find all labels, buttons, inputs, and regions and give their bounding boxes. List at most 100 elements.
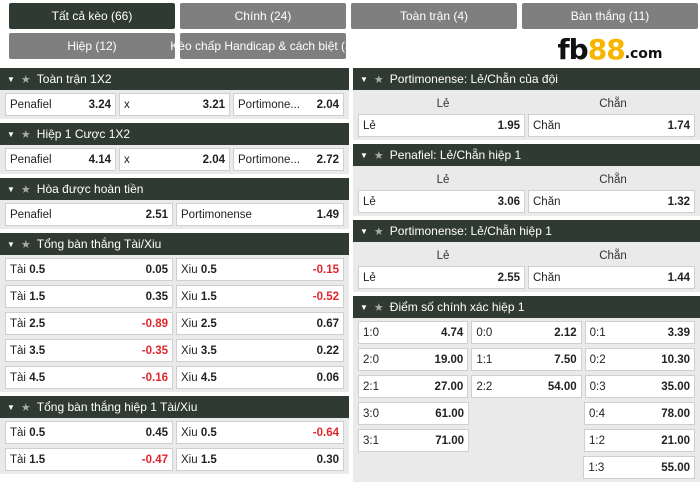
- odds-button[interactable]: 0:2 10.30: [584, 348, 695, 371]
- odds-row: Tài 2.5 -0.89 Xiu 2.5 0.67: [5, 312, 347, 335]
- odds-value: 78.00: [661, 407, 690, 420]
- odds-button[interactable]: 0:3 35.00: [584, 375, 695, 398]
- odds-button[interactable]: Chẵn 1.32: [528, 190, 695, 213]
- odds-button[interactable]: Xiu 1.5 0.30: [176, 448, 344, 471]
- outcome-label: 1:3: [588, 462, 604, 474]
- odds-button[interactable]: Penafiel 2.51: [5, 203, 173, 226]
- star-icon[interactable]: ★: [373, 73, 384, 86]
- outcome-label: 3:1: [363, 435, 379, 447]
- odds-button[interactable]: Lẻ 3.06: [358, 190, 525, 213]
- caret-down-icon: ▼: [360, 150, 368, 160]
- odds-button[interactable]: 1:2 21.00: [584, 429, 695, 452]
- odds-button[interactable]: Tài 0.5 0.45: [5, 421, 173, 444]
- outcome-name: Xiu: [181, 453, 198, 466]
- outcome-label: Tài 0.5: [10, 264, 45, 276]
- odds-button[interactable]: Portimone... 2.04: [233, 93, 344, 116]
- line-value: 0.5: [29, 426, 46, 439]
- star-icon[interactable]: ★: [20, 73, 31, 86]
- star-icon[interactable]: ★: [20, 401, 31, 414]
- odds-button[interactable]: Chẵn 1.74: [528, 114, 695, 137]
- odds-button[interactable]: x 3.21: [119, 93, 230, 116]
- odds-button[interactable]: Xiu 0.5 -0.15: [176, 258, 344, 281]
- star-icon[interactable]: ★: [20, 238, 31, 251]
- star-icon[interactable]: ★: [373, 149, 384, 162]
- market-header[interactable]: ▼ ★ Tổng bàn thắng hiệp 1 Tài/Xiu: [0, 396, 349, 418]
- odds-button[interactable]: x 2.04: [119, 148, 230, 171]
- outcome-label: Tài 1.5: [10, 291, 45, 303]
- odds-button[interactable]: Xiu 4.5 0.06: [176, 366, 344, 389]
- odds-button[interactable]: Tài 0.5 0.05: [5, 258, 173, 281]
- odds-button[interactable]: Portimone... 2.72: [233, 148, 344, 171]
- star-icon[interactable]: ★: [373, 225, 384, 238]
- star-icon[interactable]: ★: [373, 301, 384, 314]
- market-section: ▼ ★ Portimonense: Lẻ/Chẵn hiệp 1 Lẻ Chẵn Lẻ 2.…: [353, 220, 700, 292]
- outcome-name: Chẵn: [533, 271, 561, 284]
- star-icon[interactable]: ★: [20, 183, 31, 196]
- odds-button[interactable]: Xiu 3.5 0.22: [176, 339, 344, 362]
- odds-button[interactable]: Xiu 0.5 -0.64: [176, 421, 344, 444]
- odds-button[interactable]: Tài 4.5 -0.16: [5, 366, 173, 389]
- tab-main[interactable]: Chính (24): [180, 3, 346, 29]
- odds-button[interactable]: 3:0 61.00: [358, 402, 469, 425]
- odds-button[interactable]: Xiu 2.5 0.67: [176, 312, 344, 335]
- odds-button[interactable]: 0:0 2.12: [471, 321, 582, 344]
- odds-button[interactable]: Chẵn 1.44: [528, 266, 695, 289]
- market-header[interactable]: ▼ ★ Điểm số chính xác hiệp 1: [353, 296, 700, 318]
- odds-button[interactable]: 0:4 78.00: [584, 402, 695, 425]
- odds-value: -0.35: [141, 344, 168, 357]
- outcome-name: Tài: [10, 317, 26, 330]
- outcome-label: Tài 1.5: [10, 454, 45, 466]
- odds-button[interactable]: 1:0 4.74: [358, 321, 469, 344]
- odds-button[interactable]: Penafiel 4.14: [5, 148, 116, 171]
- odds-value: 0.67: [316, 317, 339, 330]
- odds-button[interactable]: 2:2 54.00: [471, 375, 582, 398]
- odds-button[interactable]: Lẻ 1.95: [358, 114, 525, 137]
- odds-button[interactable]: 1:1 7.50: [471, 348, 582, 371]
- market-header[interactable]: ▼ ★ Penafiel: Lẻ/Chẵn hiệp 1: [353, 144, 700, 166]
- odds-button[interactable]: Lẻ 2.55: [358, 266, 525, 289]
- outcome-header-label: Lẻ: [436, 97, 450, 110]
- market-header[interactable]: ▼ ★ Hòa được hoàn tiền: [0, 178, 349, 200]
- outcome-name: 3:1: [363, 434, 379, 447]
- tab-half[interactable]: Hiệp (12): [9, 33, 175, 59]
- outcome-name: Xiu: [181, 317, 198, 330]
- odds-button[interactable]: 3:1 71.00: [358, 429, 469, 452]
- tab-all-markets[interactable]: Tất cả kèo (66): [9, 3, 175, 29]
- odds-button[interactable]: Xiu 1.5 -0.52: [176, 285, 344, 308]
- odds-button[interactable]: Tài 3.5 -0.35: [5, 339, 173, 362]
- odds-button[interactable]: 2:1 27.00: [358, 375, 469, 398]
- outcome-label: 0:3: [590, 381, 606, 393]
- tab-goals[interactable]: Bàn thắng (11): [522, 3, 698, 29]
- odds-button[interactable]: Tài 2.5 -0.89: [5, 312, 173, 335]
- tab-full-match[interactable]: Toàn trận (4): [351, 3, 517, 29]
- market-header[interactable]: ▼ ★ Toàn trận 1X2: [0, 68, 349, 90]
- odds-button[interactable]: Portimonense 1.49: [176, 203, 344, 226]
- line-value: 1.5: [200, 453, 217, 466]
- outcome-name: Penafiel: [10, 208, 52, 221]
- market-title: Portimonense: Lẻ/Chẵn hiệp 1: [389, 224, 552, 238]
- outcome-label: Xiu 0.5: [181, 427, 217, 439]
- odds-button[interactable]: Penafiel 3.24: [5, 93, 116, 116]
- outcome-label: Xiu 4.5: [181, 372, 217, 384]
- odds-row: Tài 3.5 -0.35 Xiu 3.5 0.22: [5, 339, 347, 362]
- right-markets-column: ▼ ★ Portimonense: Lẻ/Chẵn của đội Lẻ Chẵn Lẻ 1…: [353, 68, 700, 486]
- tab-handicap[interactable]: Kèo chấp Handicap & cách biệt (3): [170, 33, 356, 59]
- outcome-name: Chẵn: [533, 195, 561, 208]
- odds-button[interactable]: 0:1 3.39: [584, 321, 695, 344]
- star-icon[interactable]: ★: [20, 128, 31, 141]
- outcome-name: Penafiel: [10, 98, 52, 111]
- market-section: ▼ ★ Hòa được hoàn tiền Penafiel 2.51 Portimon…: [0, 178, 349, 229]
- outcome-name: Chẵn: [533, 119, 561, 132]
- odds-button[interactable]: Tài 1.5 -0.47: [5, 448, 173, 471]
- odds-row: Tài 4.5 -0.16 Xiu 4.5 0.06: [5, 366, 347, 389]
- market-header[interactable]: ▼ ★ Portimonense: Lẻ/Chẵn của đội: [353, 68, 700, 90]
- odds-button[interactable]: 1:3 55.00: [583, 456, 696, 479]
- market-header[interactable]: ▼ ★ Hiệp 1 Cược 1X2: [0, 123, 349, 145]
- market-header[interactable]: ▼ ★ Portimonense: Lẻ/Chẵn hiệp 1: [353, 220, 700, 242]
- odds-button[interactable]: Tài 1.5 0.35: [5, 285, 173, 308]
- odds-value: 3.24: [88, 98, 111, 111]
- outcome-label: Chẵn: [533, 120, 561, 132]
- odds-button[interactable]: 2:0 19.00: [358, 348, 469, 371]
- outcome-label: 1:2: [589, 435, 605, 447]
- market-header[interactable]: ▼ ★ Tổng bàn thắng Tài/Xiu: [0, 233, 349, 255]
